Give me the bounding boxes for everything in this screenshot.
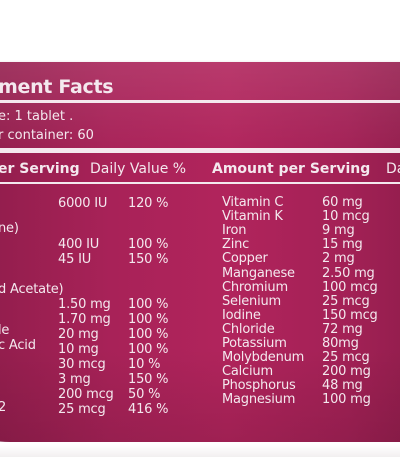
left-amount: 200 mcg: [58, 387, 114, 402]
nutrient-amount: 100 mcg: [322, 279, 378, 295]
left-amount: 45 IU: [58, 252, 92, 267]
nutrient-amount: 9 mg: [322, 223, 355, 239]
nutrient-amount: 48 mg: [322, 378, 363, 394]
nutrient-name: Molybdenum: [222, 350, 305, 366]
left-daily-value: 416 %: [128, 402, 169, 417]
left-amount: 10 mg: [58, 342, 99, 357]
nutrient-name: Potassium: [222, 336, 287, 351]
header-per-serving: er Serving: [0, 161, 80, 177]
left-daily-value: 120 %: [128, 196, 169, 211]
left-daily-value: 100 %: [128, 297, 169, 312]
nutrient-name: Vitamin K: [222, 209, 283, 225]
nutrient-amount: 60 mg: [322, 195, 363, 210]
nutrient-name: Iodine: [222, 307, 261, 323]
left-amount: 30 mcg: [58, 357, 106, 372]
nutrient-amount: 100 mg: [322, 392, 371, 408]
left-amount: 1.50 mg: [58, 297, 111, 312]
left-fragment: ne): [0, 221, 19, 236]
facts-title: ment Facts: [0, 76, 114, 98]
nutrient-amount: 2.50 mg: [322, 265, 375, 281]
header-rule: [0, 182, 400, 184]
nutrient-name: Magnesium: [222, 392, 296, 408]
left-amount: 20 mg: [58, 327, 99, 342]
left-amount: 400 IU: [58, 237, 100, 252]
nutrient-amount: 72 mg: [322, 321, 363, 337]
bottle-label: [0, 62, 400, 442]
nutrient-name: Manganese: [222, 265, 295, 281]
header-daily-value: Daily Value %: [90, 161, 187, 177]
nutrient-amount: 80mg: [322, 336, 359, 351]
header-cut-right: Da: [386, 161, 400, 177]
label-shading: [0, 62, 400, 442]
left-amount: 1.70 mg: [58, 312, 111, 327]
nutrient-name: Copper: [222, 251, 268, 267]
nutrient-amount: 25 mcg: [322, 350, 370, 366]
nutrient-amount: 25 mcg: [322, 293, 370, 309]
nutrient-amount: 2 mg: [322, 251, 355, 267]
serving-size: e: 1 tablet .: [0, 109, 74, 124]
nutrient-name: Selenium: [222, 293, 282, 309]
left-daily-value: 100 %: [128, 312, 169, 327]
left-amount: 25 mcg: [58, 402, 106, 417]
left-fragment: d Acetate): [0, 282, 64, 297]
left-fragment: le: [0, 323, 10, 338]
left-daily-value: 150 %: [128, 372, 169, 387]
left-fragment: c Acid: [0, 338, 36, 353]
left-daily-value: 100 %: [128, 342, 169, 357]
left-amount: 3 mg: [58, 372, 91, 387]
left-daily-value: 100 %: [128, 327, 169, 342]
nutrient-amount: 150 mcg: [322, 307, 378, 323]
nutrient-amount: 200 mg: [322, 364, 371, 380]
serving-rule: [0, 148, 400, 153]
nutrient-name: Calcium: [222, 364, 273, 380]
nutrient-name: Chromium: [222, 279, 288, 295]
left-fragment: 2: [0, 400, 7, 415]
nutrient-name: Vitamin C: [222, 195, 284, 210]
left-daily-value: 150 %: [128, 252, 169, 267]
nutrient-amount: 10 mcg: [322, 209, 370, 225]
left-amount: 6000 IU: [58, 196, 108, 211]
nutrient-name: Chloride: [222, 321, 275, 337]
nutrient-name: Iron: [222, 223, 247, 239]
nutrient-amount: 15 mg: [322, 237, 363, 253]
left-daily-value: 50 %: [128, 387, 161, 402]
nutrient-name: Phosphorus: [222, 378, 296, 394]
header-amount-per-serving: Amount per Serving: [212, 161, 371, 177]
title-rule: [0, 100, 400, 103]
nutrient-name: Zinc: [222, 237, 250, 253]
left-daily-value: 10 %: [128, 357, 161, 372]
servings-per-container: r container: 60: [0, 128, 94, 143]
left-daily-value: 100 %: [128, 237, 169, 252]
